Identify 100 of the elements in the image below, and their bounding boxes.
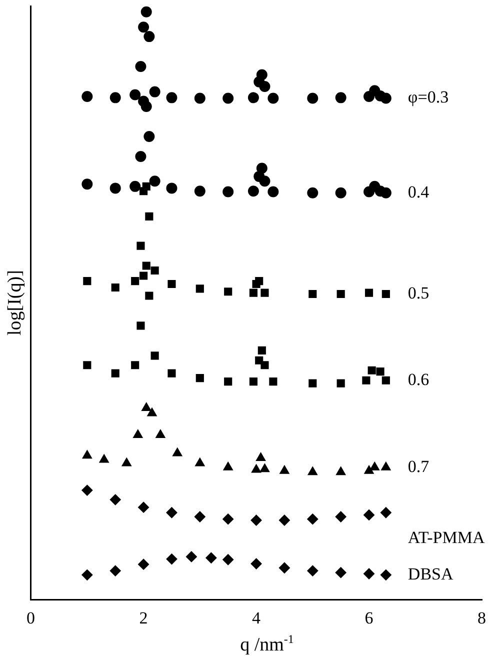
point [335,567,346,578]
point [122,458,132,466]
point [142,402,152,412]
point [307,92,318,104]
point [364,465,374,474]
point [368,366,376,374]
point [256,69,268,80]
point [172,448,182,456]
point [135,150,146,162]
point [255,277,264,286]
x-tick-label: 4 [252,608,262,628]
point [280,465,290,474]
point [380,92,392,104]
point [224,378,232,386]
point [166,92,178,104]
series-label: 0.4 [408,182,430,202]
point [110,92,121,104]
point [308,290,317,298]
point [110,182,121,194]
x-axis-title: q /nm$^{-1}$ [239,632,295,656]
point [144,31,155,42]
point [336,290,345,298]
series-label: 0.5 [408,283,430,302]
point [142,182,150,190]
point [82,450,92,459]
point [149,86,160,98]
point [370,462,380,470]
point [308,379,317,388]
point [149,176,160,187]
point [83,361,92,370]
point [268,186,279,198]
point [110,565,121,576]
point [142,262,150,270]
point [364,509,375,520]
point [138,22,150,33]
point [130,180,141,192]
point [380,507,392,518]
point [364,568,375,580]
point [249,378,258,386]
point [194,186,206,197]
point [111,369,120,378]
x-tick-label: 2 [139,608,148,628]
point [382,376,390,384]
series-label: DBSA [408,564,454,584]
point [131,361,140,370]
point [308,466,318,476]
point [336,379,345,388]
point [166,507,178,518]
point [250,514,262,526]
point [376,368,384,376]
point [268,92,279,104]
point [259,176,270,187]
point [380,187,392,198]
point [194,92,206,104]
point [168,280,176,288]
point [381,462,391,470]
point [250,558,262,570]
point [82,569,93,580]
point [99,454,109,463]
point [259,81,270,92]
point [335,92,346,104]
point [156,430,166,438]
point [269,378,278,386]
point [380,569,392,580]
point [135,61,146,72]
point [222,92,234,104]
point [307,514,318,525]
point [82,178,93,190]
point [196,374,204,382]
point [248,92,259,104]
point [260,361,269,370]
point [249,288,258,297]
point [224,288,232,296]
point [147,408,157,416]
point [144,130,155,142]
point [307,565,318,576]
series-label: 0.6 [408,370,430,389]
x-tick-label: 6 [364,608,374,628]
point [145,212,154,220]
point [138,502,150,513]
point [278,562,290,574]
point [307,187,318,198]
point [83,277,92,286]
point [140,6,152,18]
point [145,292,154,300]
point [260,464,270,472]
point [195,458,205,466]
point [110,494,121,506]
point [256,162,268,174]
series-label: 0.7 [408,456,430,476]
series-label: φ=0.3 [408,88,449,107]
point [335,187,346,198]
point [140,101,152,112]
point [256,452,266,461]
point [222,554,234,566]
point [136,242,145,250]
point [258,346,266,354]
point [138,558,150,570]
point [150,352,159,360]
point [251,464,262,473]
